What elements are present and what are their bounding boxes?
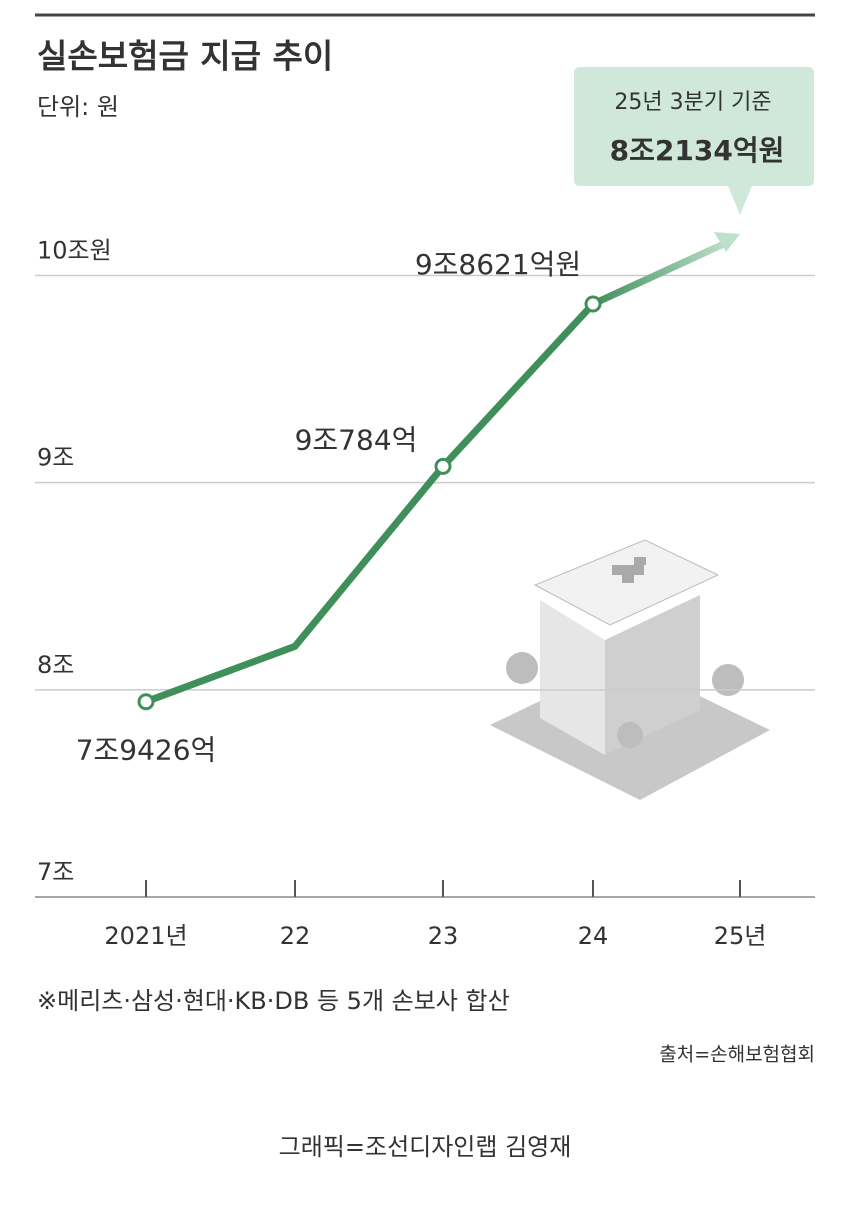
- x-tick-label: 22: [280, 922, 311, 950]
- unit-label: 단위: 원: [37, 93, 119, 121]
- y-tick-label: 9조: [37, 444, 74, 472]
- arrow-head: [714, 232, 740, 253]
- building-front: [605, 595, 700, 755]
- tree: [617, 722, 643, 748]
- value-label: 9조784억: [295, 423, 418, 456]
- tree: [712, 664, 744, 696]
- source: 출처=손해보험협회: [659, 1044, 815, 1066]
- building-cross: [612, 557, 646, 583]
- x-tick-label: 24: [578, 922, 609, 950]
- y-tick-label: 8조: [37, 651, 74, 679]
- annotation: 25년 3분기 기준 8조2134억원: [574, 67, 814, 215]
- credit: 그래픽=조선디자인랩 김영재: [279, 1133, 572, 1161]
- annotation-text: 25년 3분기 기준: [614, 90, 771, 115]
- value-label: 9조8621억원: [415, 248, 581, 281]
- footnote: ※메리츠·삼성·현대·KB·DB 등 5개 손보사 합산: [37, 987, 510, 1015]
- line: [144, 301, 596, 705]
- building-illustration: [490, 539, 770, 800]
- tree: [506, 652, 538, 684]
- point: [584, 295, 602, 313]
- y-tick-label: 10조원: [37, 236, 112, 264]
- point: [137, 693, 155, 711]
- x-tick-label: 23: [428, 922, 459, 950]
- y-tick-label: 7조: [37, 858, 74, 886]
- annotation-value: 8조2134억원: [610, 134, 785, 167]
- value-label: 7조9426억: [76, 734, 217, 767]
- grid: [35, 274, 815, 898]
- building-side: [540, 600, 605, 755]
- x-tick-label: 2021년: [104, 922, 187, 950]
- trend-arrow: [591, 238, 730, 308]
- chart-title: 실손보험금 지급 추이: [37, 37, 333, 76]
- point: [434, 457, 452, 475]
- x-tick-label: 25년: [714, 922, 767, 950]
- annotation-box: [574, 67, 814, 215]
